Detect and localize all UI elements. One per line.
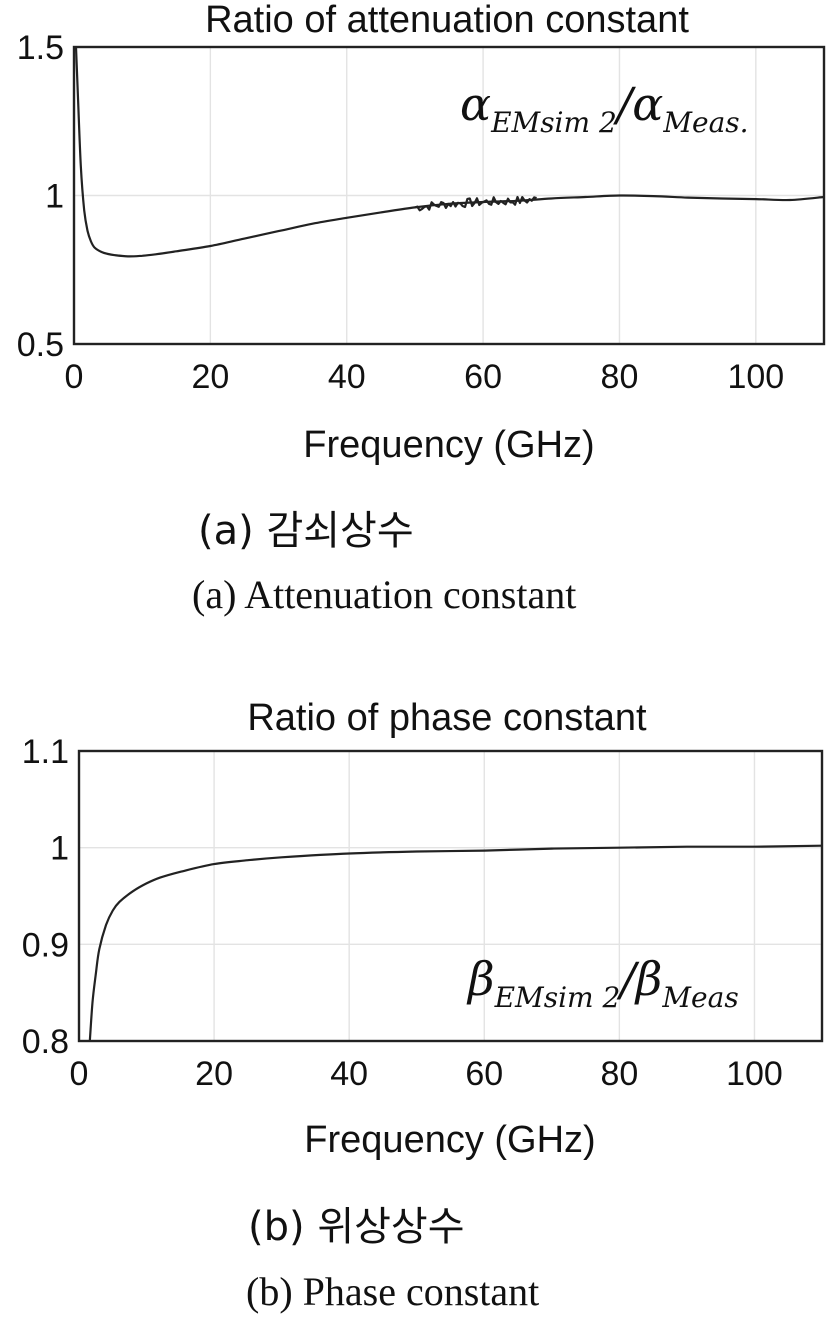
chart-a-title: Ratio of attenuation constant <box>205 0 689 41</box>
y-tick-label: 1 <box>50 830 69 868</box>
anno-b-sub-b: Meas <box>661 981 738 1014</box>
anno-a-main-a: α <box>460 77 491 131</box>
x-tick-label: 40 <box>330 1055 368 1093</box>
chart-b-xlabel: Frequency (GHz) <box>304 1119 595 1161</box>
anno-b-sub-a: EMsim 2 <box>494 981 621 1014</box>
x-tick-label: 20 <box>195 1055 233 1093</box>
x-tick-label: 60 <box>464 358 502 396</box>
chart-b-title: Ratio of phase constant <box>247 697 647 739</box>
y-tick-label: 1 <box>45 178 64 216</box>
chart-a-noise-trace <box>414 195 537 212</box>
caption-a-english: (a) Attenuation constant <box>192 572 576 617</box>
x-tick-label: 100 <box>727 358 784 396</box>
x-tick-label: 60 <box>465 1055 503 1093</box>
y-tick-label: 1.1 <box>22 733 69 771</box>
chart-b-series-line <box>88 844 823 1042</box>
caption-b-english: (b) Phase constant <box>246 1269 539 1314</box>
anno-a-main-b: α <box>632 77 663 131</box>
anno-a-sub-a: EMsim 2 <box>490 106 617 139</box>
anno-a-sub-b: Meas. <box>662 106 748 139</box>
chart-a-annotation: αEMsim 2/αMeas. <box>460 77 749 139</box>
chart-b-annotation: βEMsim 2/βMeas <box>466 952 739 1014</box>
chart-a-x-ticks: 0 20 40 60 80 100 <box>65 358 785 396</box>
chart-b-grid <box>79 751 822 1041</box>
chart-b-frame <box>77 749 824 1043</box>
x-tick-label: 100 <box>726 1055 783 1093</box>
chart-attenuation: Ratio of attenuation constant 0.5 1 1.5 0 2… <box>17 0 826 466</box>
chart-a-y-ticks: 0.5 1 1.5 <box>17 29 64 364</box>
anno-b-main-b: β <box>634 952 663 1006</box>
caption-a-korean: (a) 감쇠상수 <box>198 508 414 554</box>
chart-a-frame <box>72 45 826 346</box>
x-tick-label: 40 <box>328 358 366 396</box>
x-tick-label: 0 <box>70 1055 89 1093</box>
y-tick-label: 0.9 <box>22 926 69 964</box>
anno-b-main-a: β <box>466 952 495 1006</box>
x-tick-label: 0 <box>65 358 84 396</box>
chart-phase: Ratio of phase constant 0.8 0.9 1 1.1 0 20 40… <box>22 697 824 1161</box>
chart-a-xlabel: Frequency (GHz) <box>303 424 594 466</box>
chart-b-x-ticks: 0 20 40 60 80 100 <box>70 1055 783 1093</box>
chart-b-y-ticks: 0.8 0.9 1 1.1 <box>22 733 69 1061</box>
y-tick-label: 0.8 <box>22 1023 69 1061</box>
chart-a-grid <box>74 47 824 344</box>
chart-a-series-line <box>74 46 825 258</box>
x-tick-label: 80 <box>600 1055 638 1093</box>
caption-b-korean: (b) 위상상수 <box>248 1204 465 1250</box>
x-tick-label: 20 <box>191 358 229 396</box>
y-tick-label: 0.5 <box>17 326 64 364</box>
y-tick-label: 1.5 <box>17 29 64 67</box>
x-tick-label: 80 <box>601 358 639 396</box>
